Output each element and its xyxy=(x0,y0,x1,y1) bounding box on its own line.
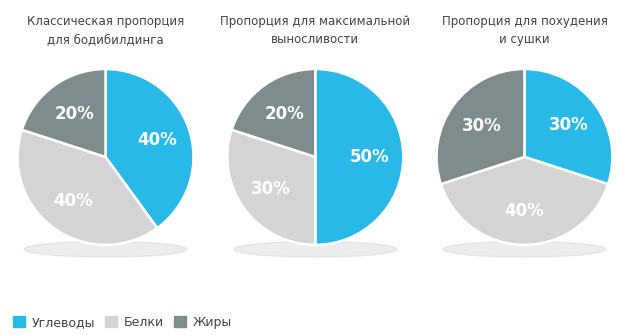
Text: 30%: 30% xyxy=(549,116,588,134)
Text: 20%: 20% xyxy=(265,105,304,123)
Wedge shape xyxy=(524,69,612,184)
Text: 20%: 20% xyxy=(55,105,94,123)
Title: Пропорция для похудения
и сушки: Пропорция для похудения и сушки xyxy=(442,15,607,46)
Wedge shape xyxy=(437,69,525,184)
Ellipse shape xyxy=(443,241,606,257)
Text: 40%: 40% xyxy=(505,202,544,220)
Wedge shape xyxy=(227,130,316,245)
Wedge shape xyxy=(315,69,403,245)
Wedge shape xyxy=(441,157,608,245)
Text: 40%: 40% xyxy=(54,192,93,210)
Legend: Углеводы, Белки, Жиры: Углеводы, Белки, Жиры xyxy=(13,316,232,329)
Text: 50%: 50% xyxy=(350,148,389,166)
Title: Классическая пропорция
для бодибилдинга: Классическая пропорция для бодибилдинга xyxy=(27,15,184,46)
Wedge shape xyxy=(22,69,106,157)
Text: 30%: 30% xyxy=(462,117,501,135)
Text: 30%: 30% xyxy=(251,180,291,198)
Wedge shape xyxy=(232,69,316,157)
Text: 40%: 40% xyxy=(137,131,177,149)
Title: Пропорция для максимальной
выносливости: Пропорция для максимальной выносливости xyxy=(220,15,410,46)
Wedge shape xyxy=(105,69,193,228)
Ellipse shape xyxy=(234,241,397,257)
Wedge shape xyxy=(18,130,158,245)
Ellipse shape xyxy=(24,241,187,257)
